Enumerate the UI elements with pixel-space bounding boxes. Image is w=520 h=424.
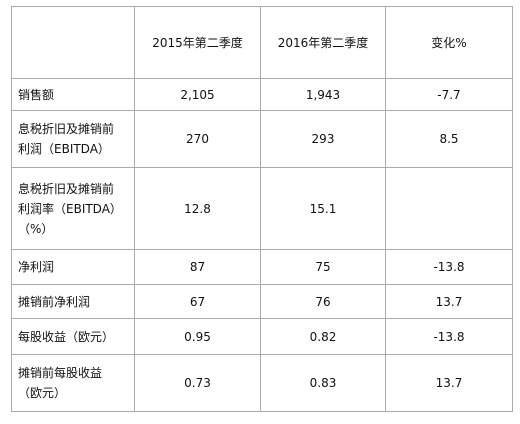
cell-q2-2015: 87 (134, 249, 261, 285)
table-row: 摊销前每股收益 （欧元） 0.73 0.83 13.7 (11, 354, 513, 412)
row-label: 净利润 (11, 249, 135, 285)
cell-q2-2015: 12.8 (134, 167, 261, 250)
table-row: 净利润 87 75 -13.8 (11, 249, 513, 285)
row-label: 摊销前净利润 (11, 284, 135, 319)
header-q2-2015: 2015年第二季度 (134, 6, 261, 79)
header-q2-2016: 2016年第二季度 (260, 6, 386, 79)
cell-q2-2016: 75 (260, 249, 386, 285)
table-row: 息税折旧及摊销前 利润率（EBITDA） （%） 12.8 15.1 (11, 167, 513, 250)
row-label: 息税折旧及摊销前 利润（EBITDA） (11, 110, 135, 168)
table-row: 息税折旧及摊销前 利润（EBITDA） 270 293 8.5 (11, 110, 513, 168)
cell-change: -13.8 (385, 249, 513, 285)
header-change-pct: 变化% (385, 6, 513, 79)
cell-change (385, 167, 513, 250)
cell-change: 13.7 (385, 354, 513, 412)
table-row: 销售额 2,105 1,943 -7.7 (11, 78, 513, 111)
cell-q2-2016: 76 (260, 284, 386, 319)
cell-q2-2015: 270 (134, 110, 261, 168)
cell-q2-2015: 67 (134, 284, 261, 319)
cell-change: 13.7 (385, 284, 513, 319)
cell-q2-2016: 1,943 (260, 78, 386, 111)
cell-q2-2016: 0.83 (260, 354, 386, 412)
cell-change: -13.8 (385, 318, 513, 355)
row-label: 销售额 (11, 78, 135, 111)
cell-q2-2015: 2,105 (134, 78, 261, 111)
cell-q2-2015: 0.95 (134, 318, 261, 355)
cell-q2-2016: 0.82 (260, 318, 386, 355)
table-row: 摊销前净利润 67 76 13.7 (11, 284, 513, 319)
header-empty (11, 6, 135, 79)
cell-change: -7.7 (385, 78, 513, 111)
table-row: 每股收益（欧元） 0.95 0.82 -13.8 (11, 318, 513, 355)
cell-q2-2015: 0.73 (134, 354, 261, 412)
financial-table: 2015年第二季度 2016年第二季度 变化% 销售额 2,105 1,943 … (11, 6, 513, 412)
row-label: 摊销前每股收益 （欧元） (11, 354, 135, 412)
row-label: 每股收益（欧元） (11, 318, 135, 355)
table-header-row: 2015年第二季度 2016年第二季度 变化% (11, 6, 513, 79)
cell-q2-2016: 293 (260, 110, 386, 168)
cell-change: 8.5 (385, 110, 513, 168)
row-label: 息税折旧及摊销前 利润率（EBITDA） （%） (11, 167, 135, 250)
cell-q2-2016: 15.1 (260, 167, 386, 250)
